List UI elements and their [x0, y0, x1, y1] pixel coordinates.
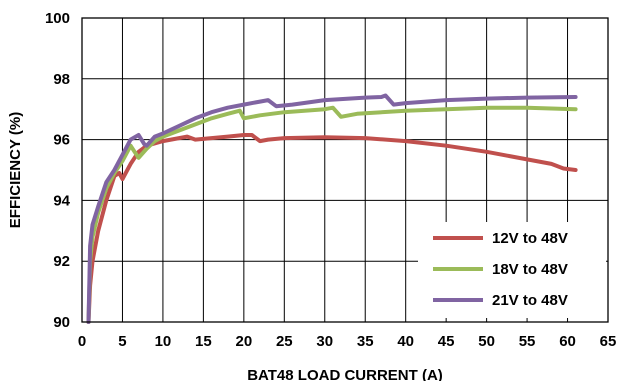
legend: 12V to 48V 18V to 48V 21V to 48V	[418, 222, 606, 318]
x-tick-label: 0	[78, 333, 86, 350]
y-tick-label: 98	[53, 71, 70, 88]
legend-label-1: 18V to 48V	[492, 261, 568, 278]
x-tick-label: 30	[316, 333, 333, 350]
x-tick-label: 50	[478, 333, 495, 350]
series-lines	[86, 93, 578, 324]
x-tick-label: 65	[600, 333, 617, 350]
plot-border	[81, 17, 609, 323]
legend-label-0: 12V to 48V	[492, 230, 568, 247]
x-tick-label: 25	[276, 333, 293, 350]
y-tick-label: 90	[53, 314, 70, 331]
legend-label-2: 21V to 48V	[492, 292, 568, 309]
y-tick-label: 100	[45, 10, 70, 27]
x-tick-label: 10	[155, 333, 172, 350]
x-tick-label: 20	[236, 333, 253, 350]
y-tick-labels: 90 92 94 96 98 100	[45, 10, 71, 331]
x-tick-labels: 0 5 10 15 20 25 30 35 40 45 50 55 60 65	[78, 333, 617, 350]
x-tick-label: 15	[195, 333, 212, 350]
x-axis-label: BAT48 LOAD CURRENT (A)	[247, 367, 443, 381]
y-tick-label: 92	[53, 253, 70, 270]
x-tick-label: 45	[438, 333, 455, 350]
x-tick-label: 55	[519, 333, 536, 350]
y-tick-label: 94	[53, 192, 70, 209]
y-tick-label: 96	[53, 132, 70, 149]
y-axis-label: EFFICIENCY (%)	[7, 112, 24, 228]
x-tick-label: 60	[559, 333, 576, 350]
series-line-2	[86, 93, 578, 324]
x-tick-label: 40	[397, 333, 414, 350]
x-tick-label: 5	[118, 333, 126, 350]
x-tick-label: 35	[357, 333, 374, 350]
